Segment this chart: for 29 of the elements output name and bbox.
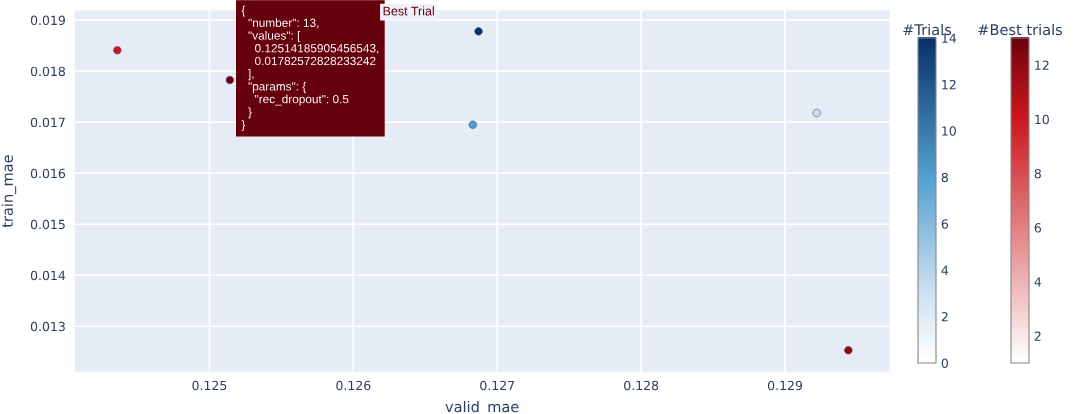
- color-bar-label: 4: [1034, 277, 1042, 287]
- x-tick-label: 0.129: [767, 380, 803, 391]
- color-bar-label: 0: [941, 358, 948, 368]
- annotation: Best Trial: [383, 6, 434, 16]
- x-tick-label: 0.128: [624, 380, 659, 391]
- color-bar-label: 12: [1035, 60, 1049, 70]
- color-bar-label: 8: [1034, 168, 1041, 179]
- y-tick-label: 0.014: [30, 270, 66, 281]
- y-tick-label: 0.016: [30, 168, 66, 179]
- color-bar-label: 12: [942, 79, 956, 90]
- color-bar-title: #Best trials: [978, 23, 1063, 36]
- color-bar-label: 6: [1034, 223, 1042, 233]
- y-axis-title: train_mae: [1, 155, 17, 228]
- color-bar-label: 2: [1034, 331, 1041, 341]
- y-tick-label: 0.017: [30, 117, 65, 128]
- color-bar-label: 10: [942, 126, 956, 136]
- color-bar-label: 4: [941, 265, 949, 275]
- y-tick-label: 0.015: [30, 219, 65, 230]
- x-tick-label: 0.127: [480, 380, 515, 391]
- y-tick-label: 0.018: [30, 66, 65, 77]
- y-tick-label: 0.019: [30, 15, 65, 26]
- x-tick-label: 0.125: [192, 380, 227, 391]
- x-tick-label: 0.126: [336, 380, 371, 391]
- text: { "number": 13, "values": [ 0.12514185905456543, 0.01782572828233242 ], "params": { "rec_dropout": 0.5 } }: [241, 5, 379, 132]
- color-bar-label: 10: [1035, 114, 1049, 125]
- color-bar-label: 2: [941, 312, 948, 322]
- color-bar-label: 8: [941, 172, 948, 183]
- y-tick-label: 0.013: [30, 321, 65, 332]
- color-bar-label: 6: [941, 219, 949, 229]
